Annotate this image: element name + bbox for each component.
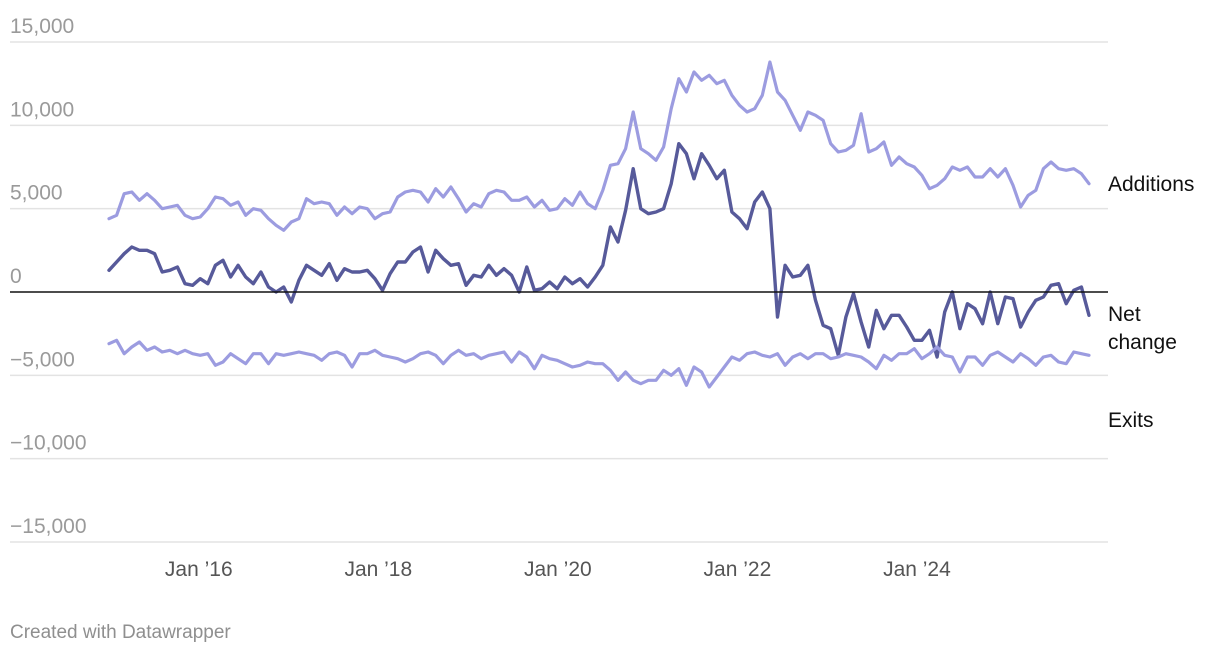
series-line-exits [107, 338, 1091, 389]
series-line-net-change [107, 141, 1091, 359]
series-label-line: change [1108, 331, 1177, 354]
x-tick-label: Jan ’24 [883, 558, 951, 581]
y-tick-label: 0 [10, 265, 22, 288]
x-tick-label: Jan ’22 [704, 558, 772, 581]
series-label-line: Net [1108, 303, 1141, 326]
footer-credit: Created with Datawrapper [10, 622, 231, 643]
x-axis-ticks: Jan ’16 Jan ’18 Jan ’20 Jan ’22 Jan ’24 [165, 558, 951, 581]
x-tick-label: Jan ’20 [524, 558, 592, 581]
series-label-net-change: Net change [1108, 303, 1177, 354]
y-tick-label: −10,000 [10, 432, 87, 455]
series-label-exits: Exits [1108, 409, 1154, 432]
y-tick-label: 10,000 [10, 98, 74, 121]
x-tick-label: Jan ’18 [344, 558, 412, 581]
series-labels: Additions Net change Exits [1108, 173, 1194, 432]
series-lines [10, 60, 1108, 389]
y-tick-label: −5,000 [10, 348, 75, 371]
x-tick-label: Jan ’16 [165, 558, 233, 581]
series-line-additions [107, 60, 1091, 232]
y-axis-ticks: 15,000 10,000 5,000 0 −5,000 −10,000 −15,000 [10, 15, 87, 538]
y-tick-label: 15,000 [10, 15, 74, 38]
y-tick-label: 5,000 [10, 182, 63, 205]
series-label-additions: Additions [1108, 173, 1194, 196]
y-tick-label: −15,000 [10, 515, 87, 538]
